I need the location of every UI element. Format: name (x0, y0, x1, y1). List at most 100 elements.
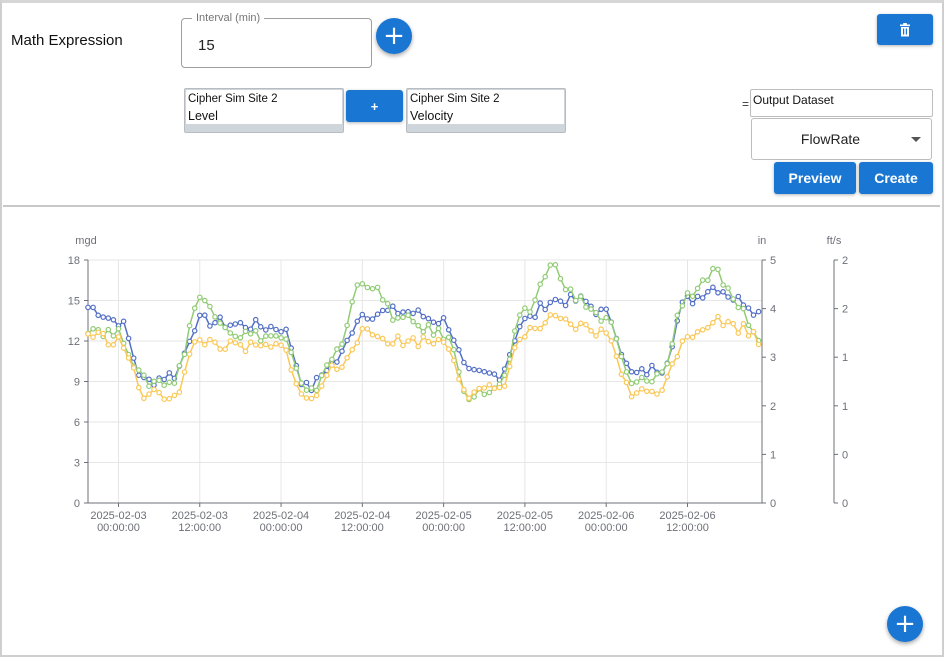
data-point (395, 333, 401, 339)
y-tick-label-right: 4 (770, 304, 776, 316)
data-point (542, 273, 549, 280)
x-tick-label-date: 2025-02-05 (415, 510, 471, 522)
preview-button[interactable]: Preview (774, 162, 856, 194)
data-point (323, 362, 330, 368)
y-tick-label-far-right: 2 (842, 255, 848, 267)
data-point (750, 328, 757, 335)
data-point (181, 369, 188, 375)
data-point (384, 300, 391, 307)
data-point (755, 308, 762, 315)
data-point (461, 359, 467, 366)
data-point (435, 320, 442, 327)
data-point (293, 380, 300, 387)
data-point (166, 395, 173, 402)
data-point (750, 312, 757, 318)
data-point (247, 326, 254, 333)
add-chart-button[interactable]: + (887, 606, 923, 642)
data-point (603, 306, 610, 313)
data-point (379, 307, 386, 314)
data-point (684, 290, 691, 296)
data-point (232, 340, 239, 346)
data-point (227, 322, 234, 329)
data-point (130, 365, 137, 371)
y-tick-label-left: 9 (74, 377, 80, 389)
data-point (740, 305, 747, 312)
data-point (445, 334, 452, 341)
data-point (694, 329, 701, 335)
data-point (420, 313, 427, 320)
left-operand-box[interactable]: Cipher Sim Site 2 Level (184, 88, 344, 133)
x-tick-label-time: 12:00:00 (666, 522, 709, 534)
add-interval-button[interactable]: + (376, 18, 412, 54)
data-point (669, 341, 676, 347)
y-tick-label-right: 1 (770, 449, 776, 461)
series-0 (85, 284, 762, 394)
data-point (649, 388, 655, 395)
data-point (710, 284, 716, 291)
data-point (151, 378, 157, 385)
data-point (369, 285, 376, 292)
data-point (643, 388, 650, 395)
data-point (710, 319, 716, 326)
data-point (740, 320, 747, 327)
data-point (252, 316, 259, 323)
y-tick-label-far-right: 1 (842, 352, 848, 364)
data-point (268, 323, 274, 330)
data-point (476, 367, 483, 374)
data-point (689, 300, 696, 307)
y-tick-label-left: 0 (74, 498, 80, 510)
data-point (486, 389, 493, 396)
x-tick-label-date: 2025-02-03 (90, 510, 146, 522)
delete-button[interactable] (877, 14, 933, 45)
data-point (674, 312, 681, 319)
interval-field[interactable]: Interval (min) (181, 12, 372, 68)
data-point (288, 349, 295, 356)
data-point (212, 339, 218, 346)
data-point (425, 338, 432, 345)
data-point (628, 369, 635, 375)
x-tick-label-date: 2025-02-06 (578, 510, 634, 522)
data-point (552, 261, 559, 268)
data-point (679, 338, 686, 344)
data-point (532, 314, 538, 321)
data-point (435, 325, 442, 332)
output-select[interactable]: FlowRate (751, 118, 932, 160)
data-point (415, 343, 422, 350)
data-point (516, 312, 523, 318)
data-point (628, 380, 635, 387)
data-point (344, 355, 350, 361)
data-point (618, 353, 625, 360)
data-point (618, 371, 625, 378)
output-dataset-field[interactable]: Output Dataset (750, 89, 933, 117)
create-button[interactable]: Create (859, 162, 933, 194)
data-point (202, 297, 208, 304)
data-point (141, 395, 147, 402)
operator-button[interactable]: + (346, 90, 403, 122)
data-point (395, 315, 401, 321)
data-point (166, 379, 173, 386)
data-point (684, 333, 691, 340)
data-point (603, 314, 610, 321)
x-tick-label-date: 2025-02-04 (253, 510, 309, 522)
data-point (562, 286, 569, 293)
trash-icon (900, 22, 910, 36)
data-point (197, 312, 203, 319)
interval-input[interactable] (196, 36, 346, 55)
data-point (567, 286, 574, 292)
preview-chart: 0369121518mgd012345in001122ft/s2025-02-0… (68, 235, 848, 534)
data-point (115, 325, 122, 332)
data-point (491, 371, 498, 377)
data-point (699, 295, 706, 301)
data-point (450, 346, 457, 353)
data-point (725, 294, 731, 300)
data-point (232, 333, 239, 340)
right-operand-box[interactable]: Cipher Sim Site 2 Velocity (406, 88, 566, 133)
data-point (262, 327, 269, 333)
data-point (120, 318, 127, 325)
data-point (227, 330, 234, 336)
data-point (339, 341, 345, 347)
data-point (227, 338, 234, 344)
data-point (730, 296, 737, 302)
x-tick-label-time: 00:00:00 (260, 522, 303, 534)
data-point (547, 312, 554, 318)
